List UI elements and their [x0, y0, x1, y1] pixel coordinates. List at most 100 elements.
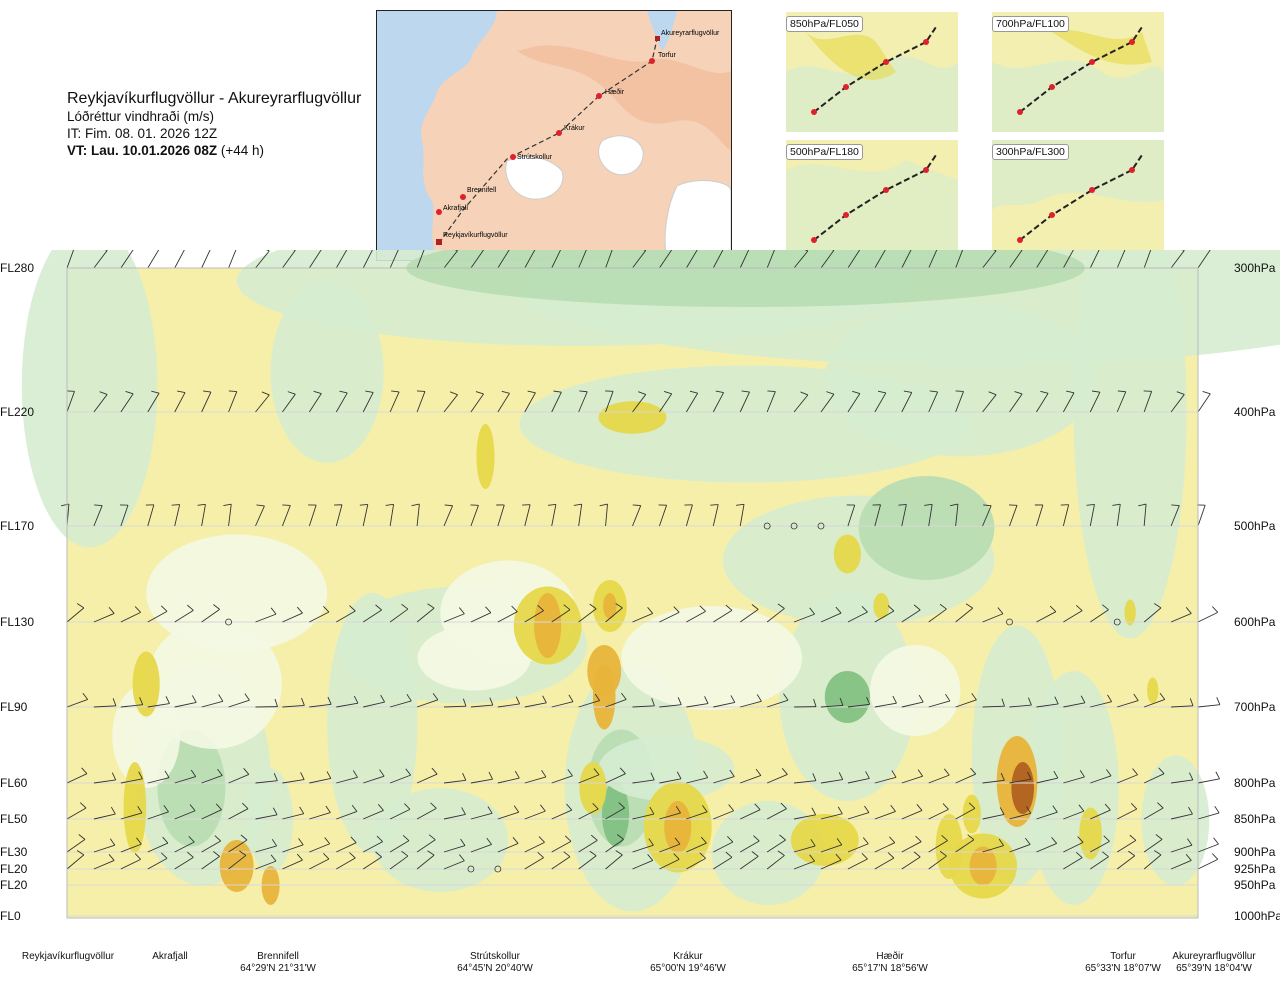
wind-barb-900-17 — [524, 841, 545, 853]
wind-barb-flag-900-0 — [78, 834, 86, 840]
wind-barb-300-3 — [147, 250, 160, 269]
pressure-label-600: 600hPa — [1234, 615, 1276, 629]
wind-barb-flag-850-22 — [675, 805, 681, 814]
wind-barb-flag-850-27 — [811, 807, 817, 816]
wind-barb-300-29 — [847, 250, 861, 269]
wind-barb-flag-500-6 — [223, 503, 232, 507]
wind-barb-flag-900-13 — [428, 834, 436, 841]
wind-barb-800-0 — [66, 773, 88, 784]
wind-barb-600-11 — [362, 609, 382, 623]
location-name-3: Strútskollur — [469, 951, 520, 962]
wind-barb-flag-300-27 — [804, 250, 809, 252]
wind-barb-800-11 — [363, 775, 385, 784]
wind-barb-850-21 — [632, 813, 655, 820]
wind-barb-flag-900-42 — [1213, 837, 1219, 845]
wind-barb-flag-600-42 — [1211, 606, 1219, 613]
wind-barb-flag-800-37 — [1079, 769, 1085, 778]
location-name-5: Hæðir — [876, 951, 904, 962]
wind-barb-flag-600-9 — [323, 605, 330, 613]
wind-barb-500-19 — [578, 504, 583, 527]
wind-barb-900-7 — [255, 845, 277, 853]
wind-barb-800-40 — [1143, 773, 1165, 784]
wind-barb-flag-400-28 — [826, 391, 835, 395]
field-negative-region-21 — [327, 593, 418, 853]
wind-barb-400-29 — [847, 393, 861, 413]
wind-barb-flag-900-38 — [1103, 835, 1110, 842]
plot-frame — [66, 267, 1199, 919]
wind-barb-700-4 — [174, 701, 197, 708]
wind-barb-600-10 — [336, 610, 356, 623]
field-positive-region-19 — [969, 846, 997, 886]
wind-barb-flag-925-12 — [401, 850, 409, 857]
wind-barb-flag-500-14 — [444, 504, 453, 507]
wind-barb-900-2 — [120, 843, 142, 853]
wind-barb-850-42 — [1197, 812, 1220, 820]
wind-barb-flag-700-25 — [756, 694, 762, 702]
wind-barb-850-4 — [174, 810, 196, 820]
wind-barb-925-20 — [605, 854, 623, 870]
wind-barb-flag-700-15 — [489, 697, 494, 706]
wind-barb-850-25 — [740, 809, 761, 820]
wind-barb-flag-700-19 — [594, 693, 601, 701]
wind-barb-flag-800-40 — [1158, 767, 1165, 775]
wind-barb-flag-400-38 — [1091, 390, 1100, 393]
wind-barb-flag-400-22 — [663, 391, 672, 395]
wind-barb-925-19 — [578, 855, 597, 870]
fl-label-500: FL170 — [0, 519, 35, 533]
wind-barb-925-14 — [443, 860, 465, 870]
location-coord-2: 64°29'N 21°31'W — [240, 963, 316, 974]
wind-barb-flag-925-37 — [1075, 852, 1083, 859]
wind-barb-flag-600-23 — [699, 605, 706, 612]
wind-barb-600-32 — [928, 608, 947, 623]
fl-label-800: FL60 — [0, 776, 28, 790]
wind-barb-300-38 — [1089, 250, 1100, 269]
map-sea-west — [377, 11, 497, 260]
wind-barb-900-30 — [874, 842, 895, 853]
wind-barb-flag-700-27 — [813, 698, 817, 707]
wind-barb-600-40 — [1143, 607, 1162, 623]
field-negative-region-3 — [21, 250, 158, 548]
wind-barb-600-19 — [578, 608, 597, 623]
wind-barb-flag-500-25 — [736, 503, 745, 506]
thumb-500hpa[interactable]: 500hPa/FL180 — [786, 140, 958, 260]
wind-barb-800-18 — [551, 775, 573, 784]
wind-barb-flag-925-1 — [108, 854, 115, 861]
wind-barb-600-15 — [470, 612, 492, 623]
map-point-akrafjall — [436, 209, 442, 215]
thumb-700hpa[interactable]: 700hPa/FL100 — [992, 12, 1164, 132]
thumb-850hpa[interactable]: 850hPa/FL050 — [786, 12, 958, 132]
location-name-2: Brennifell — [257, 951, 299, 962]
wind-barb-flag-900-16 — [512, 837, 519, 844]
wind-barb-500-20 — [605, 504, 608, 527]
variable-title: Lóðréttur vindhraði (m/s) — [67, 109, 215, 124]
wind-barb-925-40 — [1143, 854, 1162, 870]
wind-barb-300-10 — [335, 250, 348, 269]
wind-barb-flag-600-29 — [861, 605, 868, 613]
map-sea-fjord — [377, 131, 417, 176]
field-positive-region-25 — [579, 762, 607, 814]
field-negative-region-9 — [858, 476, 995, 580]
wind-barb-flag-850-4 — [189, 804, 196, 812]
wind-barb-flag-700-42 — [1216, 697, 1221, 705]
pressure-label-925: 925hPa — [1234, 862, 1276, 876]
wind-barb-400-14 — [443, 394, 458, 413]
wind-barb-900-12 — [389, 840, 410, 853]
wind-barb-925-25 — [739, 856, 759, 870]
wind-barb-flag-500-41 — [1171, 504, 1180, 507]
wind-barb-300-26 — [766, 250, 775, 269]
wind-barb-flag-400-5 — [202, 390, 212, 393]
pressure-label-700: 700hPa — [1234, 700, 1276, 714]
wind-barb-900-14 — [443, 845, 466, 853]
wind-barb-800-12 — [389, 774, 411, 784]
wind-barb-500-21 — [632, 505, 642, 527]
wind-barb-flag-925-25 — [751, 851, 759, 857]
wind-barb-800-22 — [659, 778, 682, 784]
wind-barb-flag-500-19 — [573, 503, 582, 506]
wind-barb-flag-800-9 — [326, 771, 332, 779]
thumb-300hpa[interactable]: 300hPa/FL300 — [992, 140, 1164, 260]
wind-barb-300-39 — [1116, 250, 1126, 269]
wind-barb-flag-800-24 — [729, 769, 735, 777]
wind-barb-700-18 — [551, 701, 574, 708]
wind-barb-flag-925-30 — [887, 852, 895, 859]
wind-barb-300-23 — [685, 250, 698, 269]
